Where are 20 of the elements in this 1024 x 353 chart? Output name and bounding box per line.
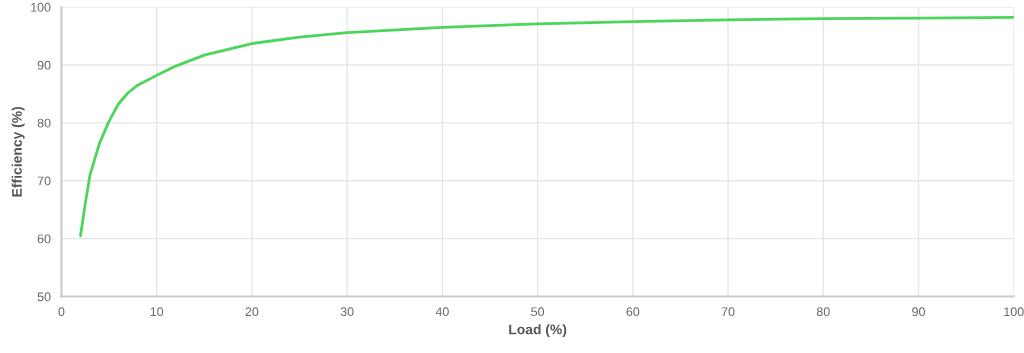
x-tick-label: 80 [816, 307, 830, 317]
y-tick-label: 70 [37, 176, 51, 186]
x-tick-label: 30 [340, 307, 354, 317]
x-tick-label: 20 [245, 307, 259, 317]
x-tick-label: 50 [531, 307, 545, 317]
y-tick-label: 90 [37, 60, 51, 70]
x-tick-label: 40 [435, 307, 449, 317]
x-tick-label: 90 [912, 307, 925, 317]
x-tick-label: 10 [150, 307, 164, 317]
y-tick-label: 60 [37, 234, 51, 244]
x-tick-label: 70 [721, 307, 735, 317]
y-tick-label: 80 [37, 118, 51, 128]
x-tick-label: 0 [58, 307, 65, 317]
x-axis-title: Load (%) [509, 324, 567, 338]
x-tick-label: 100 [1004, 307, 1024, 317]
y-axis-title: Efficiency (%) [11, 106, 25, 197]
y-tick-label: 100 [31, 2, 51, 12]
x-tick-label: 60 [626, 307, 640, 317]
line-series [79, 16, 1014, 238]
y-tick-label: 50 [37, 292, 51, 302]
